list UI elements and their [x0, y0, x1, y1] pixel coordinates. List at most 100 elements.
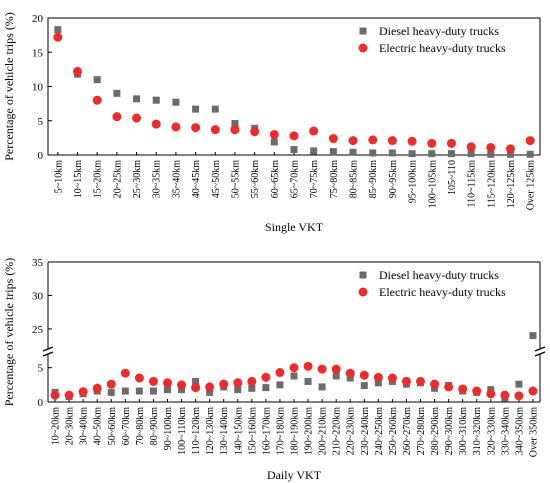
x-tick-label: 10~20km: [51, 407, 62, 445]
x-tick-label: 40~45km: [191, 160, 202, 198]
data-point-diesel: [318, 383, 326, 391]
data-point-electric: [458, 384, 468, 394]
data-point-electric: [151, 119, 161, 129]
data-point-electric: [446, 138, 456, 148]
x-tick-label: 290~300km: [444, 407, 455, 455]
x-tick-label: 70~75km: [309, 160, 320, 198]
data-point-diesel: [290, 372, 298, 380]
data-point-diesel: [529, 332, 537, 340]
data-point-electric: [317, 364, 327, 374]
x-tick-label: 75~80km: [329, 160, 340, 198]
x-tick-label: 45~50km: [211, 160, 222, 198]
data-point-diesel: [408, 150, 416, 158]
x-tick-label: 35~40km: [171, 160, 182, 198]
legend-marker-diesel: [359, 27, 367, 35]
data-point-electric: [328, 134, 338, 144]
data-point-electric: [112, 112, 122, 122]
data-point-diesel: [276, 381, 284, 389]
x-tick-label: 40~50km: [93, 407, 104, 445]
x-tick-label: 170~180km: [275, 407, 286, 455]
data-point-diesel: [163, 386, 171, 394]
data-point-diesel: [262, 384, 270, 392]
x-tick-label: 90~95km: [388, 160, 399, 198]
x-tick-label: 60~70km: [121, 407, 132, 445]
x-tick-label: 115~120km: [486, 160, 497, 208]
data-point-electric: [486, 142, 496, 152]
x-tick-label: 180~190km: [290, 407, 301, 455]
data-point-electric: [233, 378, 243, 388]
x-tick-label: 240~250km: [374, 407, 385, 455]
x-tick-label: 80~85km: [349, 160, 360, 198]
x-tick-label: 130~140km: [219, 407, 230, 455]
data-point-electric: [210, 125, 220, 135]
y-tick-label: 5: [38, 363, 44, 375]
x-tick-label: 230~240km: [360, 407, 371, 455]
x-tick-label: 280~290km: [430, 407, 441, 455]
x-tick-label: 20~25km: [112, 160, 123, 198]
data-point-electric: [92, 95, 102, 105]
y-tick-label: 10: [32, 82, 44, 94]
data-point-electric: [191, 123, 201, 133]
data-point-diesel: [248, 384, 256, 392]
data-point-diesel: [290, 146, 298, 154]
data-point-electric: [368, 135, 378, 145]
x-tick-label: 60~65km: [270, 160, 281, 198]
x-axis-label: Single VKT: [265, 220, 324, 234]
data-point-diesel: [107, 388, 115, 396]
data-point-diesel: [121, 387, 129, 395]
data-point-diesel: [515, 380, 523, 388]
data-point-electric: [132, 113, 142, 123]
data-point-electric: [359, 370, 369, 380]
data-point-electric: [427, 138, 437, 148]
x-tick-label: 160~170km: [261, 407, 272, 455]
data-point-diesel: [329, 148, 337, 156]
x-tick-label: 85~90km: [368, 160, 379, 198]
x-tick-label: 70~80km: [135, 407, 146, 445]
data-point-electric: [247, 376, 257, 386]
data-point-electric: [177, 380, 187, 390]
y-axis-label: Percentage of vehicle trips (%): [2, 12, 16, 161]
data-point-electric: [191, 383, 201, 393]
x-tick-label: 210~220km: [332, 407, 343, 455]
y-tick-label: 30: [32, 290, 44, 302]
data-point-electric: [309, 126, 319, 136]
data-point-electric: [345, 368, 355, 378]
data-point-electric: [444, 382, 454, 392]
data-point-diesel: [135, 387, 143, 395]
data-point-diesel: [211, 105, 219, 113]
data-point-diesel: [310, 147, 318, 155]
data-point-diesel: [231, 119, 239, 127]
x-tick-label: 120~130km: [205, 407, 216, 455]
x-tick-label: 15~20km: [93, 160, 104, 198]
data-point-electric: [331, 364, 341, 374]
x-tick-label: 100~105km: [427, 160, 438, 208]
x-tick-label: 190~200km: [304, 407, 315, 455]
x-tick-label: 140~150km: [233, 407, 244, 455]
axis-break-mark-right: [534, 351, 546, 357]
data-point-electric: [92, 383, 102, 393]
data-point-electric: [416, 376, 426, 386]
x-tick-label: 320~330km: [486, 407, 497, 455]
data-point-electric: [407, 136, 417, 146]
data-point-diesel: [374, 379, 382, 387]
legend-label: Diesel heavy-duty trucks: [379, 268, 499, 282]
panel-daily-vkt: 0 5 25 30 35 10~20km 20~30km 30~40km 40~50km 50~6…: [2, 257, 546, 482]
x-tick-label: 300~310km: [458, 407, 469, 455]
legend-label: Electric heavy-duty trucks: [379, 285, 506, 299]
data-point-electric: [500, 390, 510, 400]
x-tick-label: 110~120km: [191, 407, 202, 455]
data-point-diesel: [234, 386, 242, 394]
data-point-electric: [250, 127, 260, 137]
x-tick-label: 90~100km: [163, 407, 174, 450]
axis-break-mark-right: [534, 346, 546, 352]
data-point-electric: [303, 361, 313, 371]
data-point-electric: [50, 390, 60, 400]
x-tick-label: 110~115km: [467, 160, 478, 208]
data-point-electric: [505, 144, 515, 154]
x-tick-label: Over 350km: [528, 407, 539, 457]
x-tick-label: 120~125km: [506, 160, 517, 208]
data-point-diesel: [113, 89, 121, 97]
data-point-electric: [106, 379, 116, 389]
x-tick-label: 105~110: [447, 160, 458, 195]
